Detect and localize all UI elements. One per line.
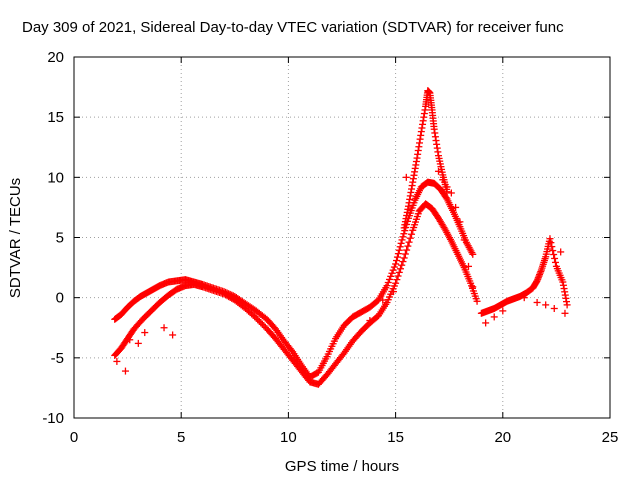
data-point bbox=[403, 246, 411, 254]
data-point bbox=[388, 269, 396, 277]
grid-lines bbox=[74, 57, 610, 418]
data-point bbox=[385, 275, 393, 283]
data-point bbox=[399, 258, 407, 266]
data-point bbox=[399, 233, 407, 241]
data-point bbox=[542, 301, 550, 309]
data-point bbox=[499, 307, 507, 315]
data-point bbox=[469, 283, 477, 291]
data-point bbox=[464, 262, 472, 270]
data-point bbox=[387, 272, 395, 280]
data-point bbox=[561, 309, 569, 317]
y-tick-label: 0 bbox=[56, 290, 64, 307]
data-point bbox=[257, 319, 265, 327]
data-point bbox=[439, 176, 447, 184]
data-point bbox=[452, 203, 460, 211]
data-point bbox=[533, 298, 541, 306]
data-point bbox=[551, 258, 559, 266]
y-tick-label: 10 bbox=[47, 169, 64, 186]
data-point bbox=[255, 317, 263, 325]
data-point bbox=[398, 236, 406, 244]
data-point bbox=[408, 230, 416, 238]
data-point bbox=[520, 294, 528, 302]
data-point bbox=[400, 230, 408, 238]
data-point bbox=[550, 251, 558, 259]
data-point bbox=[392, 260, 400, 268]
data-point bbox=[258, 320, 266, 328]
data-point bbox=[405, 238, 413, 246]
data-point bbox=[402, 173, 410, 181]
data-point bbox=[121, 367, 129, 375]
x-tick-label: 0 bbox=[70, 429, 78, 446]
data-point bbox=[563, 301, 571, 309]
data-point bbox=[400, 254, 408, 262]
data-point bbox=[141, 329, 149, 337]
data-point bbox=[397, 239, 405, 247]
chart-title: Day 309 of 2021, Sidereal Day-to-day VTE… bbox=[22, 19, 564, 36]
data-point bbox=[434, 167, 442, 175]
data-point bbox=[547, 239, 555, 247]
data-point bbox=[393, 276, 401, 284]
x-tick-label: 10 bbox=[280, 429, 297, 446]
y-tick-label: 15 bbox=[47, 109, 64, 126]
data-point bbox=[404, 242, 412, 250]
y-tick-label: 20 bbox=[47, 49, 64, 66]
y-tick-label: -10 bbox=[42, 410, 64, 427]
data-point bbox=[447, 189, 455, 197]
axis-ticks: 0 5 10 15 20 25 -10 -5 0 5 10 15 20 bbox=[42, 49, 618, 446]
data-point bbox=[394, 272, 402, 280]
data-point bbox=[394, 250, 402, 258]
data-point bbox=[169, 331, 177, 339]
data-point bbox=[384, 279, 392, 287]
data-point bbox=[366, 317, 374, 325]
data-point bbox=[460, 236, 468, 244]
data-point bbox=[134, 339, 142, 347]
data-point bbox=[550, 304, 558, 312]
data-point bbox=[401, 250, 409, 258]
data-point bbox=[395, 246, 403, 254]
data-point bbox=[393, 257, 401, 265]
data-point bbox=[395, 268, 403, 276]
data-point bbox=[160, 324, 168, 332]
data-point bbox=[456, 218, 464, 226]
data-point bbox=[398, 261, 406, 269]
data-point bbox=[383, 282, 391, 290]
data-point bbox=[469, 250, 477, 258]
data-point bbox=[443, 183, 451, 191]
data-points bbox=[111, 87, 571, 388]
y-tick-label: 5 bbox=[56, 230, 64, 247]
data-point bbox=[389, 266, 397, 274]
y-tick-label: -5 bbox=[51, 350, 64, 367]
x-tick-label: 15 bbox=[387, 429, 404, 446]
x-axis-title: GPS time / hours bbox=[285, 458, 399, 475]
data-point bbox=[126, 336, 134, 344]
data-point bbox=[473, 297, 481, 305]
data-point bbox=[113, 357, 121, 365]
data-point bbox=[379, 296, 387, 304]
data-point bbox=[252, 314, 260, 322]
data-point bbox=[392, 279, 400, 287]
data-point bbox=[548, 243, 556, 251]
data-point bbox=[551, 254, 559, 262]
data-point bbox=[260, 322, 268, 330]
x-tick-label: 5 bbox=[177, 429, 185, 446]
data-point bbox=[406, 234, 414, 242]
y-axis-title: SDTVAR / TECUs bbox=[7, 178, 24, 298]
x-tick-label: 20 bbox=[494, 429, 511, 446]
data-point bbox=[389, 288, 397, 296]
data-point bbox=[549, 247, 557, 255]
data-point bbox=[490, 313, 498, 321]
data-point bbox=[557, 248, 565, 256]
data-point bbox=[397, 265, 405, 273]
data-point bbox=[482, 319, 490, 327]
data-point bbox=[546, 235, 554, 243]
data-point bbox=[390, 263, 398, 271]
x-tick-label: 25 bbox=[602, 429, 619, 446]
data-point bbox=[396, 243, 404, 251]
data-point bbox=[254, 316, 262, 324]
data-point bbox=[393, 253, 401, 261]
